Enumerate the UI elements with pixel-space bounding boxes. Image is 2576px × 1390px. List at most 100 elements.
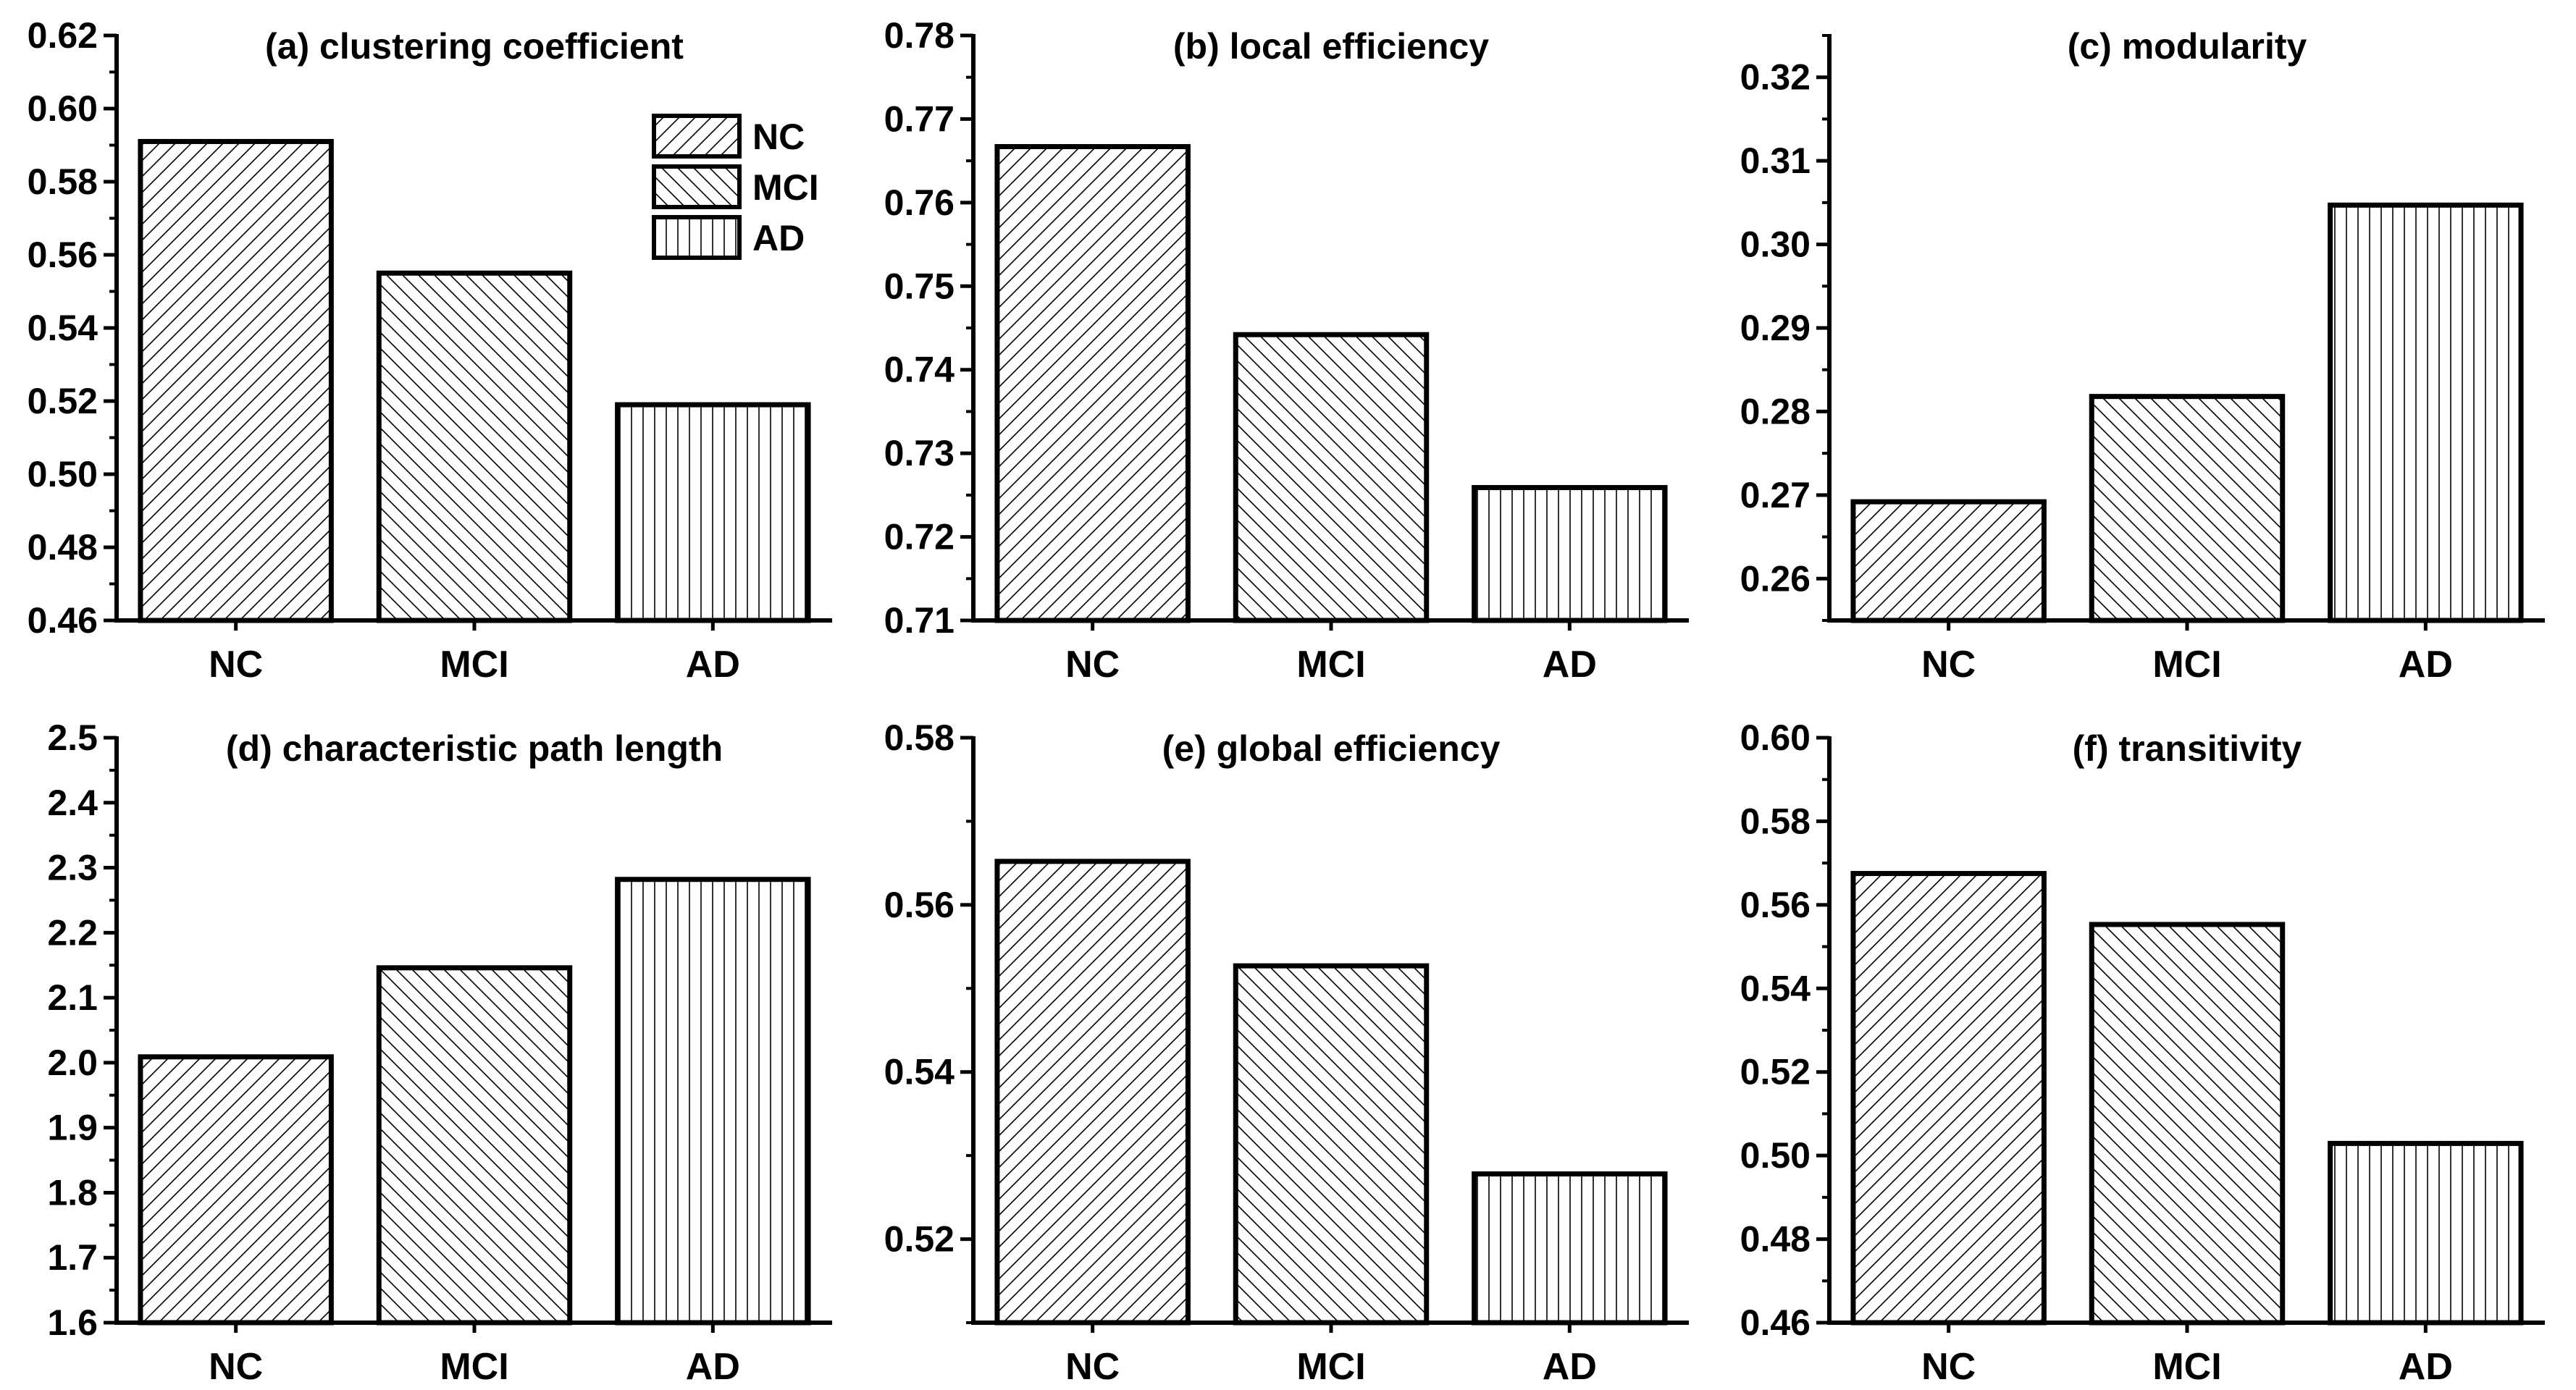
y-tick-label: 0.46 — [28, 600, 98, 641]
bar-nc — [138, 1054, 334, 1326]
chart-panels: NC MCI AD 0.46 0.48 0.50 0.52 0.54 0.56 0.58 0.60 0… — [28, 15, 2545, 1388]
x-tick-label: AD — [2399, 1346, 2453, 1388]
y-tick-label: 0.76 — [884, 182, 955, 223]
chart-title: (c) modularity — [2068, 26, 2307, 67]
bar-mci — [1233, 332, 1430, 623]
y-tick-label: 0.31 — [1740, 140, 1811, 181]
bar-ad — [615, 402, 811, 623]
y-tick-label: 1.7 — [47, 1237, 98, 1278]
y-tick-label: 0.62 — [28, 15, 98, 56]
y-tick-label: 0.56 — [1740, 885, 1811, 925]
chart-title: (f) transitivity — [2073, 728, 2302, 769]
y-tick-label: 0.58 — [1740, 801, 1811, 841]
y-tick-label: 0.54 — [884, 1052, 955, 1092]
bar-mci — [2089, 394, 2286, 623]
y-tick-label: 0.26 — [1740, 558, 1811, 599]
bar-ad — [2328, 202, 2524, 623]
x-tick-label: MCI — [440, 644, 508, 686]
y-tick-label: 0.77 — [884, 98, 955, 139]
x-tick-label: AD — [686, 644, 740, 686]
x-tick-label: AD — [1543, 644, 1597, 686]
y-tick-label: 0.60 — [28, 88, 98, 129]
bar-ad — [2328, 1140, 2524, 1326]
y-tick-label: 0.52 — [884, 1219, 955, 1260]
x-tick-label: MCI — [2152, 1346, 2221, 1388]
x-tick-label: AD — [2399, 644, 2453, 686]
y-tick-label: 0.74 — [884, 350, 955, 390]
y-tick-label: 0.60 — [1740, 717, 1811, 758]
legend: NC MCI AD — [652, 114, 819, 260]
y-tick-label: 0.56 — [884, 885, 955, 925]
y-tick-label: 0.78 — [884, 15, 955, 56]
x-tick-label: NC — [1921, 1346, 1976, 1388]
chart-panel-3: NC MCI AD 0.26 0.27 0.28 0.29 0.30 0.31 0.32 (c) m… — [1740, 26, 2545, 686]
bar-ad — [615, 877, 811, 1326]
x-tick-label: NC — [209, 644, 263, 686]
y-tick-label: 0.48 — [1740, 1219, 1811, 1260]
y-tick-label: 2.2 — [47, 912, 98, 953]
y-tick-label: 0.58 — [28, 161, 98, 202]
x-tick-label: MCI — [1296, 1346, 1365, 1388]
x-tick-label: AD — [1543, 1346, 1597, 1388]
legend-swatch — [652, 215, 742, 260]
bar-nc — [994, 859, 1191, 1326]
bar-mci — [376, 270, 573, 623]
chart-panel-2: NC MCI AD 0.71 0.72 0.73 0.74 0.75 0.76 0.77 0.78 (… — [884, 15, 1689, 686]
y-tick-label: 0.58 — [884, 717, 955, 758]
y-tick-label: 0.73 — [884, 433, 955, 473]
bar-ad — [1472, 484, 1668, 623]
chart-title: (a) clustering coefficient — [265, 26, 684, 67]
x-tick-label: MCI — [2152, 644, 2221, 686]
y-tick-label: 0.71 — [884, 600, 955, 641]
y-tick-label: 1.6 — [47, 1302, 98, 1343]
y-tick-label: 0.52 — [28, 381, 98, 421]
legend-item-nc: NC — [652, 114, 805, 159]
bar-mci — [2089, 922, 2286, 1326]
x-tick-label: AD — [686, 1346, 740, 1388]
y-tick-label: 0.27 — [1740, 475, 1811, 515]
legend-swatch — [652, 164, 742, 209]
x-tick-label: NC — [209, 1346, 263, 1388]
x-tick-label: NC — [1921, 644, 1976, 686]
bar-nc — [1850, 499, 2047, 623]
y-tick-label: 0.54 — [28, 308, 98, 348]
x-tick-label: NC — [1065, 1346, 1120, 1388]
y-tick-label: 0.48 — [28, 527, 98, 568]
y-tick-label: 0.72 — [884, 517, 955, 557]
y-tick-label: 2.0 — [47, 1042, 98, 1083]
chart-panel-4: NC MCI AD 1.6 1.7 1.8 1.9 2.0 2.1 2.2 2.3 2.4 2.5 (d)… — [47, 717, 832, 1388]
bar-ad — [1472, 1171, 1668, 1326]
y-tick-label: 0.50 — [1740, 1135, 1811, 1176]
y-tick-label: 0.52 — [1740, 1052, 1811, 1092]
chart-panel-6: NC MCI AD 0.46 0.48 0.50 0.52 0.54 0.56 0.58 0.60 (… — [1740, 717, 2545, 1388]
y-tick-label: 0.56 — [28, 235, 98, 275]
chart-title: (b) local efficiency — [1173, 26, 1489, 67]
chart-title: (e) global efficiency — [1162, 728, 1501, 769]
y-tick-label: 0.28 — [1740, 391, 1811, 431]
y-tick-label: 0.29 — [1740, 308, 1811, 348]
y-tick-label: 1.9 — [47, 1108, 98, 1148]
bar-mci — [376, 965, 573, 1326]
bar-mci — [1233, 963, 1430, 1326]
y-tick-label: 0.30 — [1740, 224, 1811, 265]
y-tick-label: 0.50 — [28, 454, 98, 494]
legend-label: AD — [752, 218, 805, 258]
legend-item-mci: MCI — [652, 164, 819, 209]
legend-label: NC — [752, 117, 805, 157]
y-tick-label: 2.4 — [47, 783, 98, 823]
y-tick-label: 2.3 — [47, 848, 98, 888]
x-tick-label: MCI — [440, 1346, 508, 1388]
y-tick-label: 1.8 — [47, 1172, 98, 1213]
bar-nc — [138, 138, 334, 623]
y-tick-label: 0.32 — [1740, 57, 1811, 98]
bar-nc — [994, 144, 1191, 623]
legend-swatch — [652, 114, 742, 159]
chart-panel-1: NC MCI AD 0.46 0.48 0.50 0.52 0.54 0.56 0.58 0.60 0… — [28, 15, 832, 686]
chart-panel-5: NC MCI AD 0.52 0.54 0.56 0.58 (e) global effici… — [884, 717, 1689, 1388]
y-tick-label: 0.75 — [884, 266, 955, 306]
chart-title: (d) characteristic path length — [226, 728, 723, 769]
legend-label: MCI — [752, 167, 819, 208]
legend-item-ad: AD — [652, 215, 805, 260]
y-tick-label: 2.5 — [47, 717, 98, 758]
